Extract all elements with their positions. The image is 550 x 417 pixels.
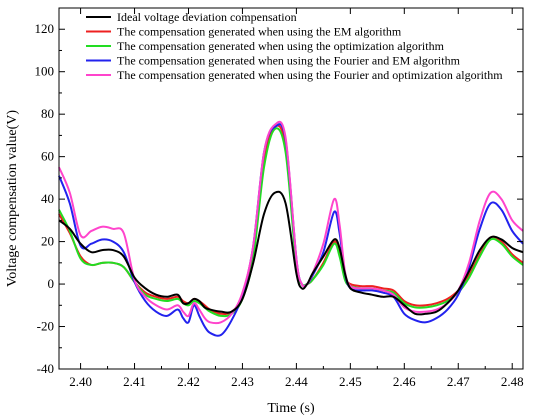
y-axis-ticks: -40 -20 0 20 40 60 80 100 120 [35, 21, 523, 376]
legend-entry-label: Ideal voltage deviation compensation [117, 10, 297, 24]
x-axis-title: Time (s) [267, 401, 315, 416]
series-line-2 [58, 127, 524, 318]
series-line-0 [58, 190, 524, 316]
x-tick-label: 2.42 [177, 374, 200, 389]
y-tick-label: 20 [41, 234, 54, 249]
y-axis-title: Voltage compensation value(V) [5, 110, 20, 287]
x-tick-label: 2.48 [501, 374, 524, 389]
x-tick-label: 2.43 [231, 374, 254, 389]
y-tick-label: 120 [35, 21, 55, 36]
x-tick-label: 2.41 [123, 374, 146, 389]
x-tick-label: 2.47 [447, 374, 470, 389]
legend-entry-label: The compensation generated when using th… [117, 25, 402, 39]
y-tick-label: 40 [41, 191, 54, 206]
x-tick-label: 2.46 [393, 374, 416, 389]
y-tick-label: -40 [37, 361, 54, 376]
y-tick-label: -20 [37, 319, 54, 334]
legend: Ideal voltage deviation compensationThe … [86, 10, 503, 82]
y-tick-label: 80 [41, 106, 54, 121]
y-tick-label: 0 [48, 276, 55, 291]
legend-entry-label: The compensation generated when using th… [117, 68, 503, 82]
series-line-1 [58, 124, 524, 316]
x-tick-label: 2.45 [339, 374, 362, 389]
plot-frame [58, 7, 524, 370]
x-tick-label: 2.40 [69, 374, 92, 389]
legend-entry-label: The compensation generated when using th… [117, 54, 461, 68]
y-tick-label: 100 [35, 64, 55, 79]
x-axis-ticks: 2.40 2.41 2.42 2.43 2.44 2.45 2.46 2.47 2.48 [69, 8, 524, 389]
plot-series [58, 120, 524, 337]
x-tick-label: 2.44 [285, 374, 308, 389]
series-line-4 [58, 120, 524, 325]
y-tick-label: 60 [41, 149, 54, 164]
legend-entry-label: The compensation generated when using th… [117, 39, 445, 53]
